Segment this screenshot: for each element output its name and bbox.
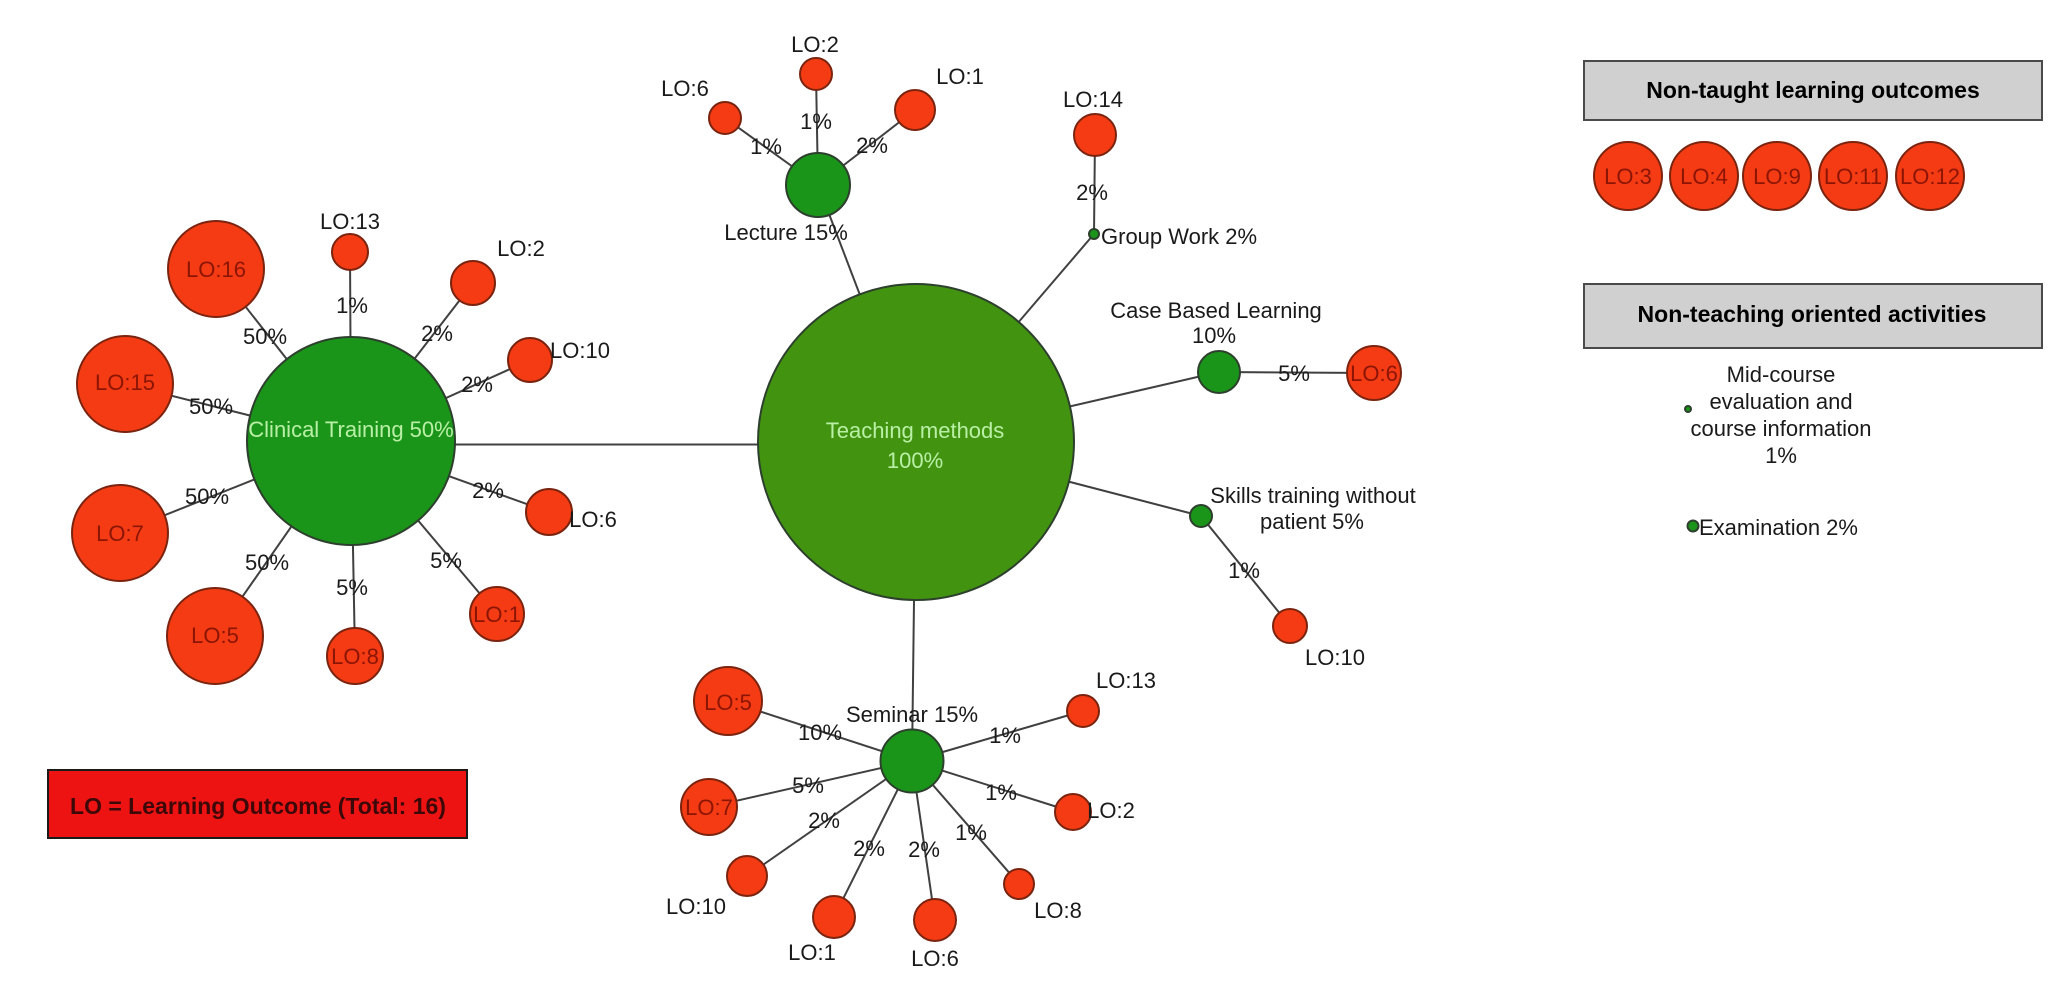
svg-text:Examination 2%: Examination 2%: [1699, 515, 1858, 540]
svg-text:patient 5%: patient 5%: [1260, 509, 1364, 534]
svg-text:100%: 100%: [887, 448, 943, 473]
svg-text:LO:16: LO:16: [186, 257, 246, 282]
svg-text:LO:2: LO:2: [1087, 798, 1135, 823]
svg-text:LO:6: LO:6: [661, 76, 709, 101]
svg-text:Case Based Learning: Case Based Learning: [1110, 298, 1322, 323]
svg-text:Non-taught learning outcomes: Non-taught learning outcomes: [1646, 77, 1980, 103]
svg-text:LO:10: LO:10: [666, 894, 726, 919]
svg-text:Seminar 15%: Seminar 15%: [846, 702, 978, 727]
svg-text:LO:9: LO:9: [1753, 164, 1801, 189]
svg-text:LO:4: LO:4: [1680, 164, 1728, 189]
svg-text:10%: 10%: [1192, 323, 1236, 348]
svg-text:LO:10: LO:10: [1305, 645, 1365, 670]
svg-text:Group Work 2%: Group Work 2%: [1101, 224, 1257, 249]
svg-text:5%: 5%: [336, 575, 368, 600]
svg-text:LO:1: LO:1: [788, 940, 836, 965]
svg-text:course information: course information: [1691, 416, 1872, 441]
svg-text:LO:2: LO:2: [497, 236, 545, 261]
svg-text:LO:2: LO:2: [791, 32, 839, 57]
svg-text:50%: 50%: [245, 550, 289, 575]
svg-text:2%: 2%: [421, 321, 453, 346]
svg-text:LO:11: LO:11: [1824, 164, 1882, 189]
svg-text:Non-teaching oriented activiti: Non-teaching oriented activities: [1638, 301, 1987, 327]
svg-text:LO = Learning Outcome (Total:: LO = Learning Outcome (Total: 16): [70, 793, 446, 819]
svg-text:Clinical Training 50%: Clinical Training 50%: [248, 417, 453, 442]
svg-text:LO:8: LO:8: [331, 644, 379, 669]
svg-text:2%: 2%: [1076, 180, 1108, 205]
svg-text:LO:6: LO:6: [911, 946, 959, 971]
svg-text:LO:6: LO:6: [569, 507, 617, 532]
svg-text:Mid-course: Mid-course: [1727, 362, 1836, 387]
svg-text:1%: 1%: [985, 780, 1017, 805]
svg-text:Lecture 15%: Lecture 15%: [724, 220, 848, 245]
svg-text:LO:12: LO:12: [1900, 164, 1960, 189]
svg-text:LO:15: LO:15: [95, 370, 155, 395]
svg-text:2%: 2%: [472, 478, 504, 503]
svg-text:1%: 1%: [800, 109, 832, 134]
svg-text:2%: 2%: [461, 372, 493, 397]
svg-text:LO:1: LO:1: [936, 64, 984, 89]
svg-text:1%: 1%: [750, 134, 782, 159]
svg-text:LO:10: LO:10: [550, 338, 610, 363]
svg-text:2%: 2%: [808, 808, 840, 833]
svg-text:LO:13: LO:13: [320, 209, 380, 234]
svg-text:2%: 2%: [908, 837, 940, 862]
svg-text:evaluation and: evaluation and: [1709, 389, 1852, 414]
svg-text:LO:14: LO:14: [1063, 87, 1123, 112]
svg-text:2%: 2%: [853, 836, 885, 861]
svg-text:5%: 5%: [792, 773, 824, 798]
svg-text:50%: 50%: [243, 324, 287, 349]
svg-text:LO:1: LO:1: [473, 602, 521, 627]
svg-text:Skills training without: Skills training without: [1210, 483, 1415, 508]
svg-text:1%: 1%: [1228, 558, 1260, 583]
svg-text:LO:13: LO:13: [1096, 668, 1156, 693]
svg-text:2%: 2%: [856, 133, 888, 158]
svg-text:1%: 1%: [1765, 443, 1797, 468]
svg-text:LO:6: LO:6: [1350, 361, 1398, 386]
svg-text:5%: 5%: [1278, 361, 1310, 386]
svg-text:LO:7: LO:7: [96, 521, 144, 546]
svg-text:1%: 1%: [955, 820, 987, 845]
svg-text:LO:7: LO:7: [685, 795, 733, 820]
svg-text:LO:5: LO:5: [704, 690, 752, 715]
svg-text:LO:5: LO:5: [191, 623, 239, 648]
svg-text:50%: 50%: [185, 484, 229, 509]
svg-text:1%: 1%: [989, 723, 1021, 748]
svg-text:Teaching methods: Teaching methods: [826, 418, 1005, 443]
svg-text:LO:3: LO:3: [1604, 164, 1652, 189]
svg-text:10%: 10%: [798, 720, 842, 745]
svg-text:5%: 5%: [430, 548, 462, 573]
svg-text:LO:8: LO:8: [1034, 898, 1082, 923]
svg-text:50%: 50%: [189, 394, 233, 419]
svg-text:1%: 1%: [336, 293, 368, 318]
